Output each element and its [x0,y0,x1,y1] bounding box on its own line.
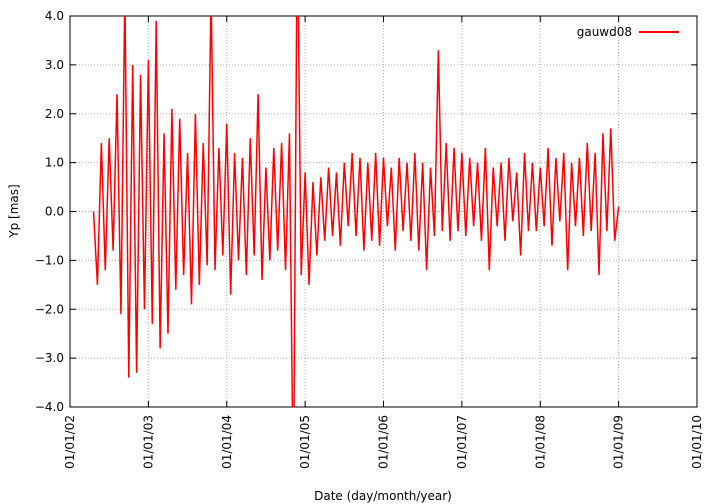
x-tick-label: 01/01/04 [220,415,234,469]
y-tick-label: 3.0 [45,58,64,72]
y-tick-label: 2.0 [45,107,64,121]
x-tick-label: 01/01/02 [63,415,77,469]
plot-frame [69,15,698,408]
x-tick-label: 01/01/07 [455,415,469,469]
x-tick-label: 01/01/05 [298,415,312,469]
y-tick-label: −3.0 [35,351,64,365]
x-axis-label: Date (day/month/year) [314,489,452,503]
y-axis-label: Yp [mas] [7,184,21,238]
y-tick-label: 1.0 [45,156,64,170]
y-tick-label: −4.0 [35,400,64,414]
x-tick-label: 01/01/09 [612,415,626,469]
data-line [92,16,620,407]
y-tick-label: 0.0 [45,205,64,219]
y-tick-label: 4.0 [45,9,64,23]
x-tick-label: 01/01/08 [533,415,547,469]
legend-label: gauwd08 [577,25,632,39]
x-tick-label: 01/01/03 [141,415,155,469]
y-tick-label: −1.0 [35,253,64,267]
y-tick-label: −2.0 [35,302,64,316]
x-tick-label: 01/01/10 [690,415,704,469]
x-tick-label: 01/01/06 [377,415,391,469]
